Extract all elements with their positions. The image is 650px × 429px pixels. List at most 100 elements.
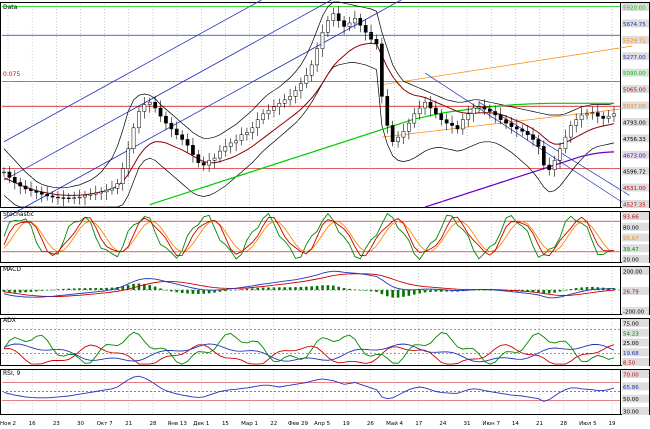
adx-line <box>3 343 615 363</box>
macd-histogram-bar <box>89 288 92 290</box>
bollinger-lower <box>3 62 615 208</box>
macd-histogram-bar <box>148 285 152 290</box>
price-annotation: 0.075 <box>3 71 20 78</box>
candle-body <box>493 111 498 116</box>
macd-histogram-bar <box>380 290 384 295</box>
candle-body <box>444 119 449 124</box>
x-tick-label: 19 <box>609 421 616 427</box>
candle-body <box>158 107 163 117</box>
price-tag: 4756.33 <box>623 137 646 143</box>
candle-body <box>77 196 82 199</box>
macd-histogram-bar <box>283 287 287 290</box>
candle-body <box>174 128 179 136</box>
candle-body <box>196 154 201 163</box>
price-tag-bg <box>622 348 649 357</box>
candle-body <box>568 125 573 138</box>
macd-histogram-bar <box>412 290 416 295</box>
macd-histogram-bar <box>83 288 87 290</box>
macd-histogram-bar <box>564 290 567 291</box>
adx-di-minus-line <box>3 344 615 365</box>
macd-histogram-bar <box>483 289 486 291</box>
candle-body <box>212 157 217 161</box>
candle-body <box>358 18 363 26</box>
macd-histogram-bar <box>445 290 448 292</box>
macd-histogram-bar <box>547 290 551 294</box>
price-tag-bg <box>622 52 649 61</box>
macd-histogram-bar <box>224 290 227 291</box>
candle-body <box>185 139 190 146</box>
price-tag: 26.79 <box>623 290 639 296</box>
x-tick-label: 31 <box>464 421 471 427</box>
price-tag-bg <box>622 255 649 263</box>
macd-histogram-bar <box>13 290 17 293</box>
candle-body <box>201 162 206 166</box>
fib-line <box>381 45 633 86</box>
price-tag: 50.00 <box>623 397 639 403</box>
price-tag-bg <box>622 150 649 159</box>
macd-histogram-bar <box>2 290 6 292</box>
candle-body <box>477 106 481 109</box>
candle-body <box>466 113 471 120</box>
macd-histogram-bar <box>202 290 206 294</box>
candle-body <box>390 125 395 143</box>
price-tag-bg <box>622 222 649 231</box>
price-tag: 4673.00 <box>623 153 646 159</box>
candle-body <box>288 96 292 101</box>
candle-body <box>137 111 141 129</box>
price-tag-bg <box>622 307 649 315</box>
macd-histogram-bar <box>375 290 378 292</box>
macd-histogram-bar <box>170 290 173 292</box>
channel-line <box>3 0 402 219</box>
stochastic-panel-title: Stochastic <box>3 211 34 218</box>
price-tag: 5529.71 <box>623 38 646 44</box>
candle-body <box>401 131 406 138</box>
price-tag: 70.00 <box>623 373 639 379</box>
candle-body <box>12 177 17 183</box>
x-tick-label: Июн 7 <box>482 421 500 427</box>
price-tag: 8.50 <box>623 361 636 367</box>
macd-histogram-bar <box>56 289 60 290</box>
candle-body <box>374 39 379 45</box>
descending-line <box>424 72 630 208</box>
price-tag: 200.00 <box>623 270 643 276</box>
moving-average-mid <box>149 102 614 206</box>
adx-di-plus-line <box>3 331 615 365</box>
x-tick-label: Дек 1 <box>193 421 209 427</box>
price-tag-bg <box>622 407 649 415</box>
moving-average-long <box>424 151 615 208</box>
candle-body <box>417 107 422 115</box>
x-tick-label: Май 4 <box>386 420 403 427</box>
descending-line <box>478 101 630 196</box>
macd-histogram-bar <box>596 287 600 290</box>
candle-body <box>223 146 228 152</box>
price-tag: 5277.00 <box>623 55 646 61</box>
candle-body <box>498 114 503 120</box>
macd-histogram-bar <box>407 290 411 296</box>
macd-histogram-bar <box>477 289 481 291</box>
candle-body <box>153 101 158 109</box>
macd-signal-line <box>3 273 615 297</box>
bollinger-upper <box>3 1 615 189</box>
candle-body <box>606 115 611 119</box>
macd-histogram-bar <box>78 288 81 290</box>
candle-body <box>428 101 433 109</box>
price-tag-bg <box>622 183 649 192</box>
candle-body <box>293 90 298 97</box>
candle-body <box>460 119 465 130</box>
price-tag: 5037.00 <box>623 104 646 110</box>
macd-histogram-bar <box>105 287 108 290</box>
candle-body <box>558 148 562 161</box>
price-tag-bg <box>622 244 649 253</box>
candle-body <box>147 101 152 105</box>
macd-histogram-bar <box>175 290 179 293</box>
macd-histogram-bar <box>121 286 125 290</box>
macd-histogram-bar <box>267 287 270 290</box>
x-tick-label: 16 <box>29 421 36 427</box>
macd-histogram-bar <box>488 290 492 291</box>
macd-histogram-bar <box>391 290 394 298</box>
price-tag-bg <box>622 358 649 366</box>
x-tick-label: 22 <box>270 421 277 427</box>
macd-histogram-bar <box>137 283 141 290</box>
candle-body <box>2 171 6 174</box>
macd-histogram-bar <box>67 288 71 290</box>
